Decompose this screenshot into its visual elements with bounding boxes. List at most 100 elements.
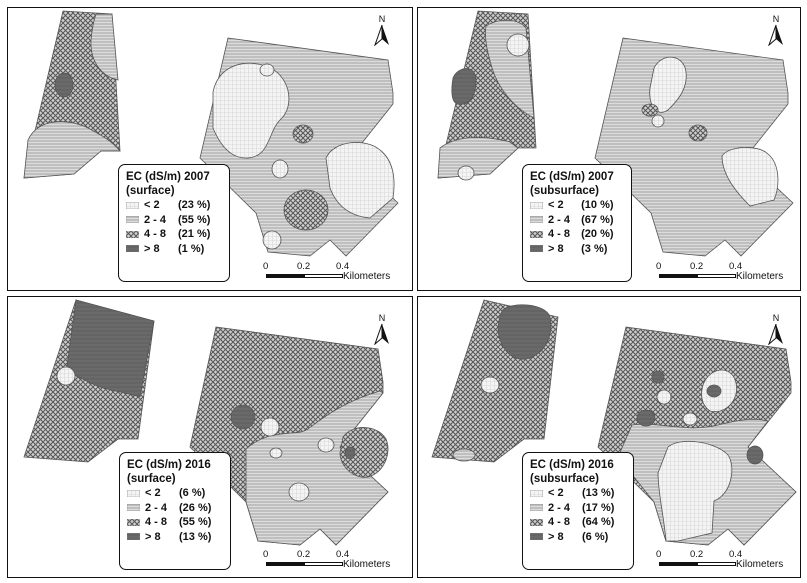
- north-arrow: N: [374, 14, 390, 48]
- percent-label: (13 %): [179, 530, 212, 543]
- scale-tick: 0.2: [297, 549, 311, 560]
- class-label: 4 - 8: [548, 228, 571, 241]
- scale-tick: 0: [263, 261, 269, 272]
- percent-label: (3 %): [581, 242, 608, 255]
- scale-bar: 0 0.2 0.4 Kilometers: [656, 549, 800, 577]
- percent-label: (6 %): [179, 487, 206, 500]
- map-panel-2007-surface: EC (dS/m) 2007 (surface) < 2 (23 %) 2 - 4…: [7, 7, 413, 291]
- class-label: < 2: [144, 199, 160, 212]
- class-label: < 2: [548, 487, 564, 500]
- class-label: < 2: [548, 199, 564, 212]
- legend-row-lt2: < 2 (23 %): [126, 198, 222, 213]
- scale-segment-white: [697, 274, 736, 278]
- percent-label: (26 %): [179, 501, 212, 514]
- percent-label: (17 %): [582, 501, 615, 514]
- legend-subtitle: (subsurface): [530, 473, 600, 485]
- scale-segment-white: [304, 562, 343, 566]
- north-arrow: N: [768, 14, 784, 48]
- legend-row-gt8: > 8 (6 %): [530, 530, 626, 545]
- class-label: 4 - 8: [144, 228, 167, 241]
- scale-tick: 0.4: [336, 549, 350, 560]
- class-label: < 2: [145, 487, 161, 500]
- swatch-4to8: [530, 518, 543, 526]
- class-label: > 8: [548, 530, 564, 543]
- legend-row-2to4: 2 - 4 (55 %): [126, 213, 222, 228]
- scale-tick: 0: [263, 549, 269, 560]
- class-label: > 8: [144, 242, 160, 255]
- legend-row-4to8: 4 - 8 (64 %): [530, 515, 626, 530]
- scale-unit: Kilometers: [343, 559, 391, 570]
- scale-tick: 0.4: [729, 261, 743, 272]
- scale-tick: 0.2: [690, 261, 704, 272]
- percent-label: (10 %): [581, 199, 614, 212]
- legend-row-lt2: < 2 (10 %): [530, 198, 624, 213]
- legend-row-4to8: 4 - 8 (21 %): [126, 227, 222, 242]
- scale-segment-black: [266, 562, 305, 566]
- scale-tick: 0.2: [297, 261, 311, 272]
- scale-segment-black: [659, 274, 698, 278]
- swatch-lt2: [126, 201, 139, 209]
- class-label: > 8: [145, 530, 161, 543]
- scale-segment-black: [266, 274, 305, 278]
- legend-subtitle: (surface): [127, 473, 176, 485]
- legend: EC (dS/m) 2007 (surface) < 2 (23 %) 2 - 4…: [118, 164, 230, 282]
- percent-label: (13 %): [582, 487, 615, 500]
- class-label: 4 - 8: [145, 516, 168, 529]
- percent-label: (64 %): [582, 516, 615, 529]
- class-label: > 8: [548, 242, 564, 255]
- class-label: 4 - 8: [548, 516, 571, 529]
- map-panel-2016-surface: EC (dS/m) 2016 (surface) < 2 (6 %) 2 - 4 (…: [7, 296, 413, 578]
- percent-label: (6 %): [582, 530, 609, 543]
- north-label: N: [378, 313, 386, 323]
- percent-label: (1 %): [178, 242, 205, 255]
- percent-label: (55 %): [178, 213, 211, 226]
- class-label: 2 - 4: [548, 501, 571, 514]
- legend-title: EC (dS/m) 2016: [530, 459, 614, 471]
- legend-subtitle: (subsurface): [530, 185, 600, 197]
- legend-title: EC (dS/m) 2007: [530, 171, 614, 183]
- scale-tick: 0: [656, 261, 662, 272]
- scale-tick: 0.2: [690, 549, 704, 560]
- legend-row-4to8: 4 - 8 (55 %): [127, 515, 223, 530]
- legend-title: EC (dS/m) 2016: [127, 459, 211, 471]
- class-label: 2 - 4: [548, 213, 571, 226]
- legend-row-gt8: > 8 (1 %): [126, 242, 222, 257]
- swatch-2to4: [126, 216, 139, 224]
- legend-row-2to4: 2 - 4 (26 %): [127, 501, 223, 516]
- swatch-2to4: [530, 216, 543, 224]
- swatch-4to8: [530, 230, 543, 238]
- scale-bar: 0 0.2 0.4 Kilometers: [263, 261, 407, 289]
- swatch-lt2: [530, 489, 543, 497]
- field-map: [23, 299, 389, 546]
- legend-row-2to4: 2 - 4 (67 %): [530, 213, 624, 228]
- percent-label: (21 %): [178, 228, 211, 241]
- legend-title: EC (dS/m) 2007: [126, 171, 210, 183]
- swatch-gt8: [127, 533, 140, 541]
- scale-segment-white: [304, 274, 343, 278]
- legend-row-lt2: < 2 (6 %): [127, 486, 223, 501]
- class-label: 2 - 4: [145, 501, 168, 514]
- scale-bar: 0 0.2 0.4 Kilometers: [263, 549, 407, 577]
- map-panel-2016-subsurface: EC (dS/m) 2016 (subsurface) < 2 (13 %) 2 …: [417, 296, 801, 578]
- scale-tick: 0: [656, 549, 662, 560]
- scale-segment-white: [697, 562, 736, 566]
- legend-row-gt8: > 8 (3 %): [530, 242, 624, 257]
- swatch-4to8: [127, 518, 140, 526]
- scale-segment-black: [659, 562, 698, 566]
- legend: EC (dS/m) 2007 (subsurface) < 2 (10 %) 2 …: [522, 164, 632, 282]
- legend-subtitle: (surface): [126, 185, 175, 197]
- north-label: N: [772, 14, 780, 24]
- swatch-lt2: [530, 201, 543, 209]
- field-map: [437, 10, 794, 257]
- field-map: [23, 10, 399, 257]
- field-map: [431, 299, 797, 546]
- scale-tick: 0.4: [729, 549, 743, 560]
- legend-row-lt2: < 2 (13 %): [530, 486, 626, 501]
- north-arrow: N: [768, 313, 784, 347]
- scale-unit: Kilometers: [736, 271, 784, 282]
- scale-tick: 0.4: [336, 261, 350, 272]
- percent-label: (23 %): [178, 199, 211, 212]
- percent-label: (55 %): [179, 516, 212, 529]
- legend-row-2to4: 2 - 4 (17 %): [530, 501, 626, 516]
